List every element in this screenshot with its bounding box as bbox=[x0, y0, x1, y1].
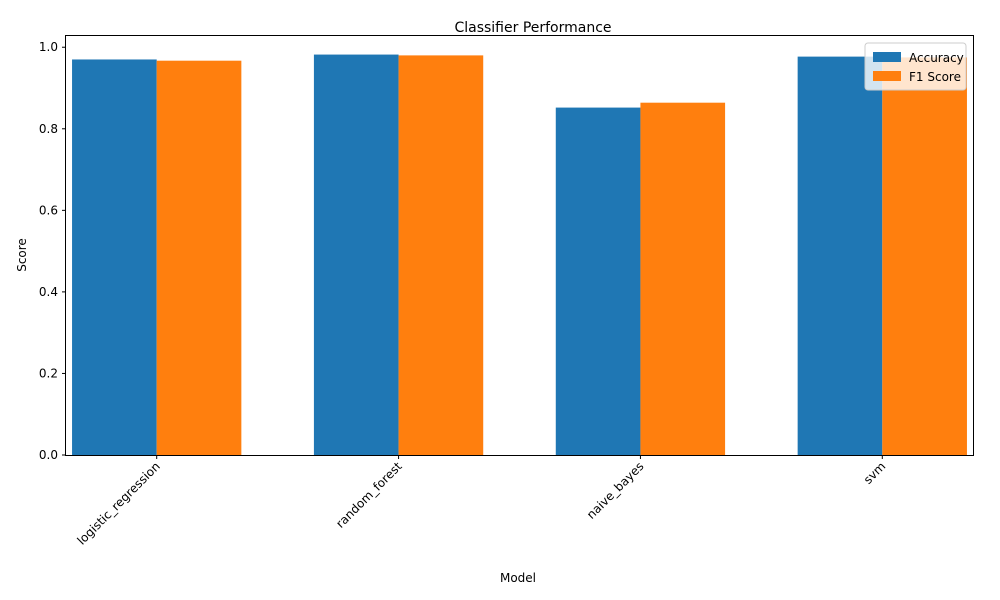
x-tick-label-random-forest: random_forest bbox=[333, 459, 405, 531]
legend: Accuracy F1 Score bbox=[864, 42, 967, 91]
bar-f1-score-random-forest bbox=[398, 55, 484, 456]
legend-swatch-accuracy bbox=[873, 52, 901, 62]
bar-accuracy-naive-bayes bbox=[555, 107, 641, 456]
x-axis: logistic_regression random_forest naive_ba… bbox=[74, 455, 888, 548]
bars-group bbox=[72, 54, 967, 456]
legend-label-f1-score: F1 Score bbox=[909, 70, 961, 84]
x-axis-label: Model bbox=[500, 571, 536, 585]
y-tick-label: 0.6 bbox=[39, 203, 58, 217]
legend-swatch-f1-score bbox=[873, 71, 901, 81]
y-axis-label: Score bbox=[15, 238, 29, 272]
y-tick-label: 0.4 bbox=[39, 285, 58, 299]
bar-accuracy-random-forest bbox=[313, 54, 399, 455]
y-axis: 0.0 0.2 0.4 0.6 0.8 1.0 bbox=[39, 40, 66, 462]
y-tick-label: 0.0 bbox=[39, 448, 58, 462]
x-tick-label-naive-bayes: naive_bayes bbox=[584, 459, 647, 522]
bar-f1-score-svm bbox=[882, 57, 967, 455]
x-tick-label-logistic-regression: logistic_regression bbox=[74, 459, 162, 547]
plot-frame bbox=[65, 35, 974, 456]
legend-label-accuracy: Accuracy bbox=[909, 51, 964, 65]
bar-f1-score-naive-bayes bbox=[640, 102, 726, 455]
bar-accuracy-svm bbox=[797, 56, 883, 456]
y-tick-label: 0.8 bbox=[39, 122, 58, 136]
y-tick-label: 1.0 bbox=[39, 40, 58, 54]
y-tick-label: 0.2 bbox=[39, 366, 58, 380]
bar-f1-score-logistic-regression bbox=[156, 60, 242, 455]
x-tick-label-svm: svm bbox=[861, 459, 889, 487]
chart-title: Classifier Performance bbox=[454, 20, 611, 36]
bar-accuracy-logistic-regression bbox=[72, 59, 157, 456]
